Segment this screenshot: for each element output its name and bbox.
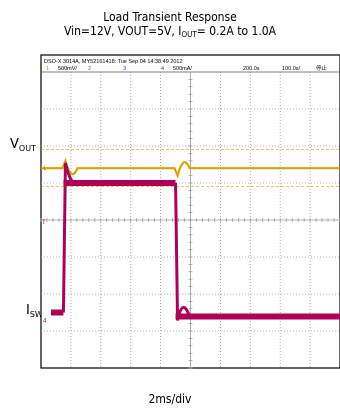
chart-title: Load Transient Response bbox=[103, 10, 237, 24]
isw-high-segment bbox=[63, 180, 176, 186]
ch4-marker: 4 bbox=[43, 319, 47, 325]
subtitle-suffix: = 0.2A to 1.0A bbox=[196, 24, 277, 38]
ch1-num: 1 bbox=[46, 66, 49, 72]
x-axis-label: 2ms/div bbox=[148, 392, 192, 406]
ch4-scale: 500mA/ bbox=[173, 66, 192, 72]
vout-label: VOUT bbox=[10, 137, 36, 153]
delay: 100.0s/ bbox=[282, 66, 301, 72]
ch4-num: 4 bbox=[161, 66, 164, 72]
isw-low-segment bbox=[51, 309, 64, 316]
vout-label-main: V bbox=[10, 137, 19, 152]
ch1-scale: 500mV/ bbox=[58, 66, 77, 72]
scope-header-line: DSO-X 3014A, MY52161418: Tue Sep 04 14:3… bbox=[44, 59, 183, 65]
isw-label-sub: SW bbox=[29, 310, 43, 319]
ch2-num: 2 bbox=[88, 66, 91, 72]
isw-fall-edge bbox=[174, 182, 191, 321]
ch1-marker: 1 bbox=[43, 166, 47, 172]
traces bbox=[41, 149, 340, 321]
vout-label-sub: OUT bbox=[18, 144, 36, 153]
run-state: 停止 bbox=[316, 64, 328, 72]
ch3-num: 3 bbox=[123, 66, 126, 72]
isw-low-segment-right bbox=[175, 313, 340, 320]
timebase: 200.0s bbox=[243, 66, 260, 72]
isw-label: ISW bbox=[26, 303, 43, 319]
isw-rise-edge bbox=[61, 162, 81, 313]
markers: 1 4 T bbox=[42, 166, 47, 324]
isw-label-main: I bbox=[26, 303, 30, 318]
chart-subtitle: Vin=12V, VOUT=5V, IOUT= 0.2A to 1.0A bbox=[0, 24, 340, 40]
subtitle-prefix: Vin=12V, VOUT=5V, I bbox=[63, 24, 182, 38]
trigger-marker: T bbox=[42, 220, 46, 226]
subtitle-subscript: OUT bbox=[181, 30, 197, 39]
